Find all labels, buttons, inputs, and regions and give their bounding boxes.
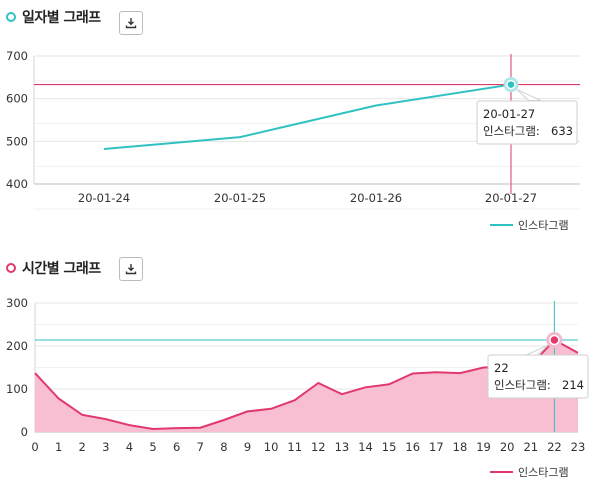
x-tick-label: 10 bbox=[264, 440, 279, 454]
chart-1-download-button[interactable] bbox=[119, 11, 143, 35]
y-tick-label: 500 bbox=[6, 134, 28, 148]
x-tick-label: 19 bbox=[476, 440, 491, 454]
legend-label: 인스타그램 bbox=[518, 466, 569, 479]
circle-bullet-icon bbox=[6, 263, 16, 273]
x-tick-label: 15 bbox=[382, 440, 397, 454]
download-icon bbox=[125, 18, 137, 29]
x-tick-label: 20-01-24 bbox=[78, 191, 130, 205]
tooltip-value: 214 bbox=[562, 378, 584, 392]
tooltip-box bbox=[476, 100, 578, 145]
x-tick-label: 11 bbox=[287, 440, 302, 454]
y-tick-label: 300 bbox=[6, 296, 28, 310]
download-icon bbox=[125, 264, 137, 275]
chart-1-title-text: 일자별 그래프 bbox=[22, 10, 101, 26]
x-tick-label: 18 bbox=[453, 440, 468, 454]
x-tick-label: 4 bbox=[126, 440, 133, 454]
x-tick-label: 13 bbox=[335, 440, 350, 454]
tooltip-series-label: 인스타그램: bbox=[494, 378, 551, 392]
x-tick-label: 7 bbox=[197, 440, 204, 454]
x-tick-label: 3 bbox=[102, 440, 109, 454]
x-tick-label: 17 bbox=[429, 440, 444, 454]
tooltip-value: 633 bbox=[551, 124, 573, 138]
x-tick-label: 20-01-27 bbox=[485, 191, 537, 205]
legend-label: 인스타그램 bbox=[518, 219, 569, 232]
daily-line-chart: 700 600 500 400 20-01-24 20-01-25 20-01-26 20-0… bbox=[6, 49, 580, 232]
y-tick-label: 600 bbox=[6, 92, 28, 106]
x-tick-label: 14 bbox=[358, 440, 373, 454]
tooltip-series-label: 인스타그램: bbox=[483, 124, 540, 138]
x-tick-label: 8 bbox=[220, 440, 227, 454]
circle-bullet-icon bbox=[6, 12, 16, 22]
tooltip-x-label: 22 bbox=[494, 361, 509, 375]
x-tick-label: 0 bbox=[31, 440, 38, 454]
highlight-point bbox=[506, 79, 516, 90]
tooltip: 20-01-27 인스타그램: 633 bbox=[476, 89, 578, 145]
x-tick-label: 5 bbox=[149, 440, 156, 454]
x-tick-label: 20-01-26 bbox=[350, 191, 402, 205]
x-tick-label: 1 bbox=[55, 440, 62, 454]
series-area bbox=[35, 340, 578, 432]
x-tick-label: 2 bbox=[79, 440, 86, 454]
x-tick-label: 20-01-25 bbox=[214, 191, 266, 205]
x-tick-label: 20 bbox=[500, 440, 515, 454]
chart-1-title: 일자별 그래프 bbox=[6, 7, 101, 27]
tooltip-x-label: 20-01-27 bbox=[483, 107, 535, 121]
x-tick-label: 12 bbox=[311, 440, 326, 454]
y-tick-label: 400 bbox=[6, 177, 28, 191]
tooltip: 22 인스타그램: 214 bbox=[487, 344, 589, 399]
y-tick-label: 200 bbox=[6, 339, 28, 353]
x-tick-label: 6 bbox=[173, 440, 180, 454]
chart-2-download-button[interactable] bbox=[119, 257, 143, 281]
x-tick-label: 9 bbox=[244, 440, 251, 454]
y-tick-label: 0 bbox=[21, 425, 28, 439]
y-tick-label: 100 bbox=[6, 382, 28, 396]
x-tick-label: 21 bbox=[523, 440, 538, 454]
x-tick-label: 23 bbox=[571, 440, 586, 454]
x-tick-label: 16 bbox=[405, 440, 420, 454]
series-line bbox=[103, 83, 512, 150]
chart-2-title-text: 시간별 그래프 bbox=[22, 261, 101, 277]
highlight-point bbox=[549, 334, 560, 346]
tooltip-box bbox=[487, 354, 589, 399]
y-tick-label: 700 bbox=[6, 49, 28, 63]
chart-2-title: 시간별 그래프 bbox=[6, 258, 101, 278]
x-tick-label: 22 bbox=[547, 440, 562, 454]
